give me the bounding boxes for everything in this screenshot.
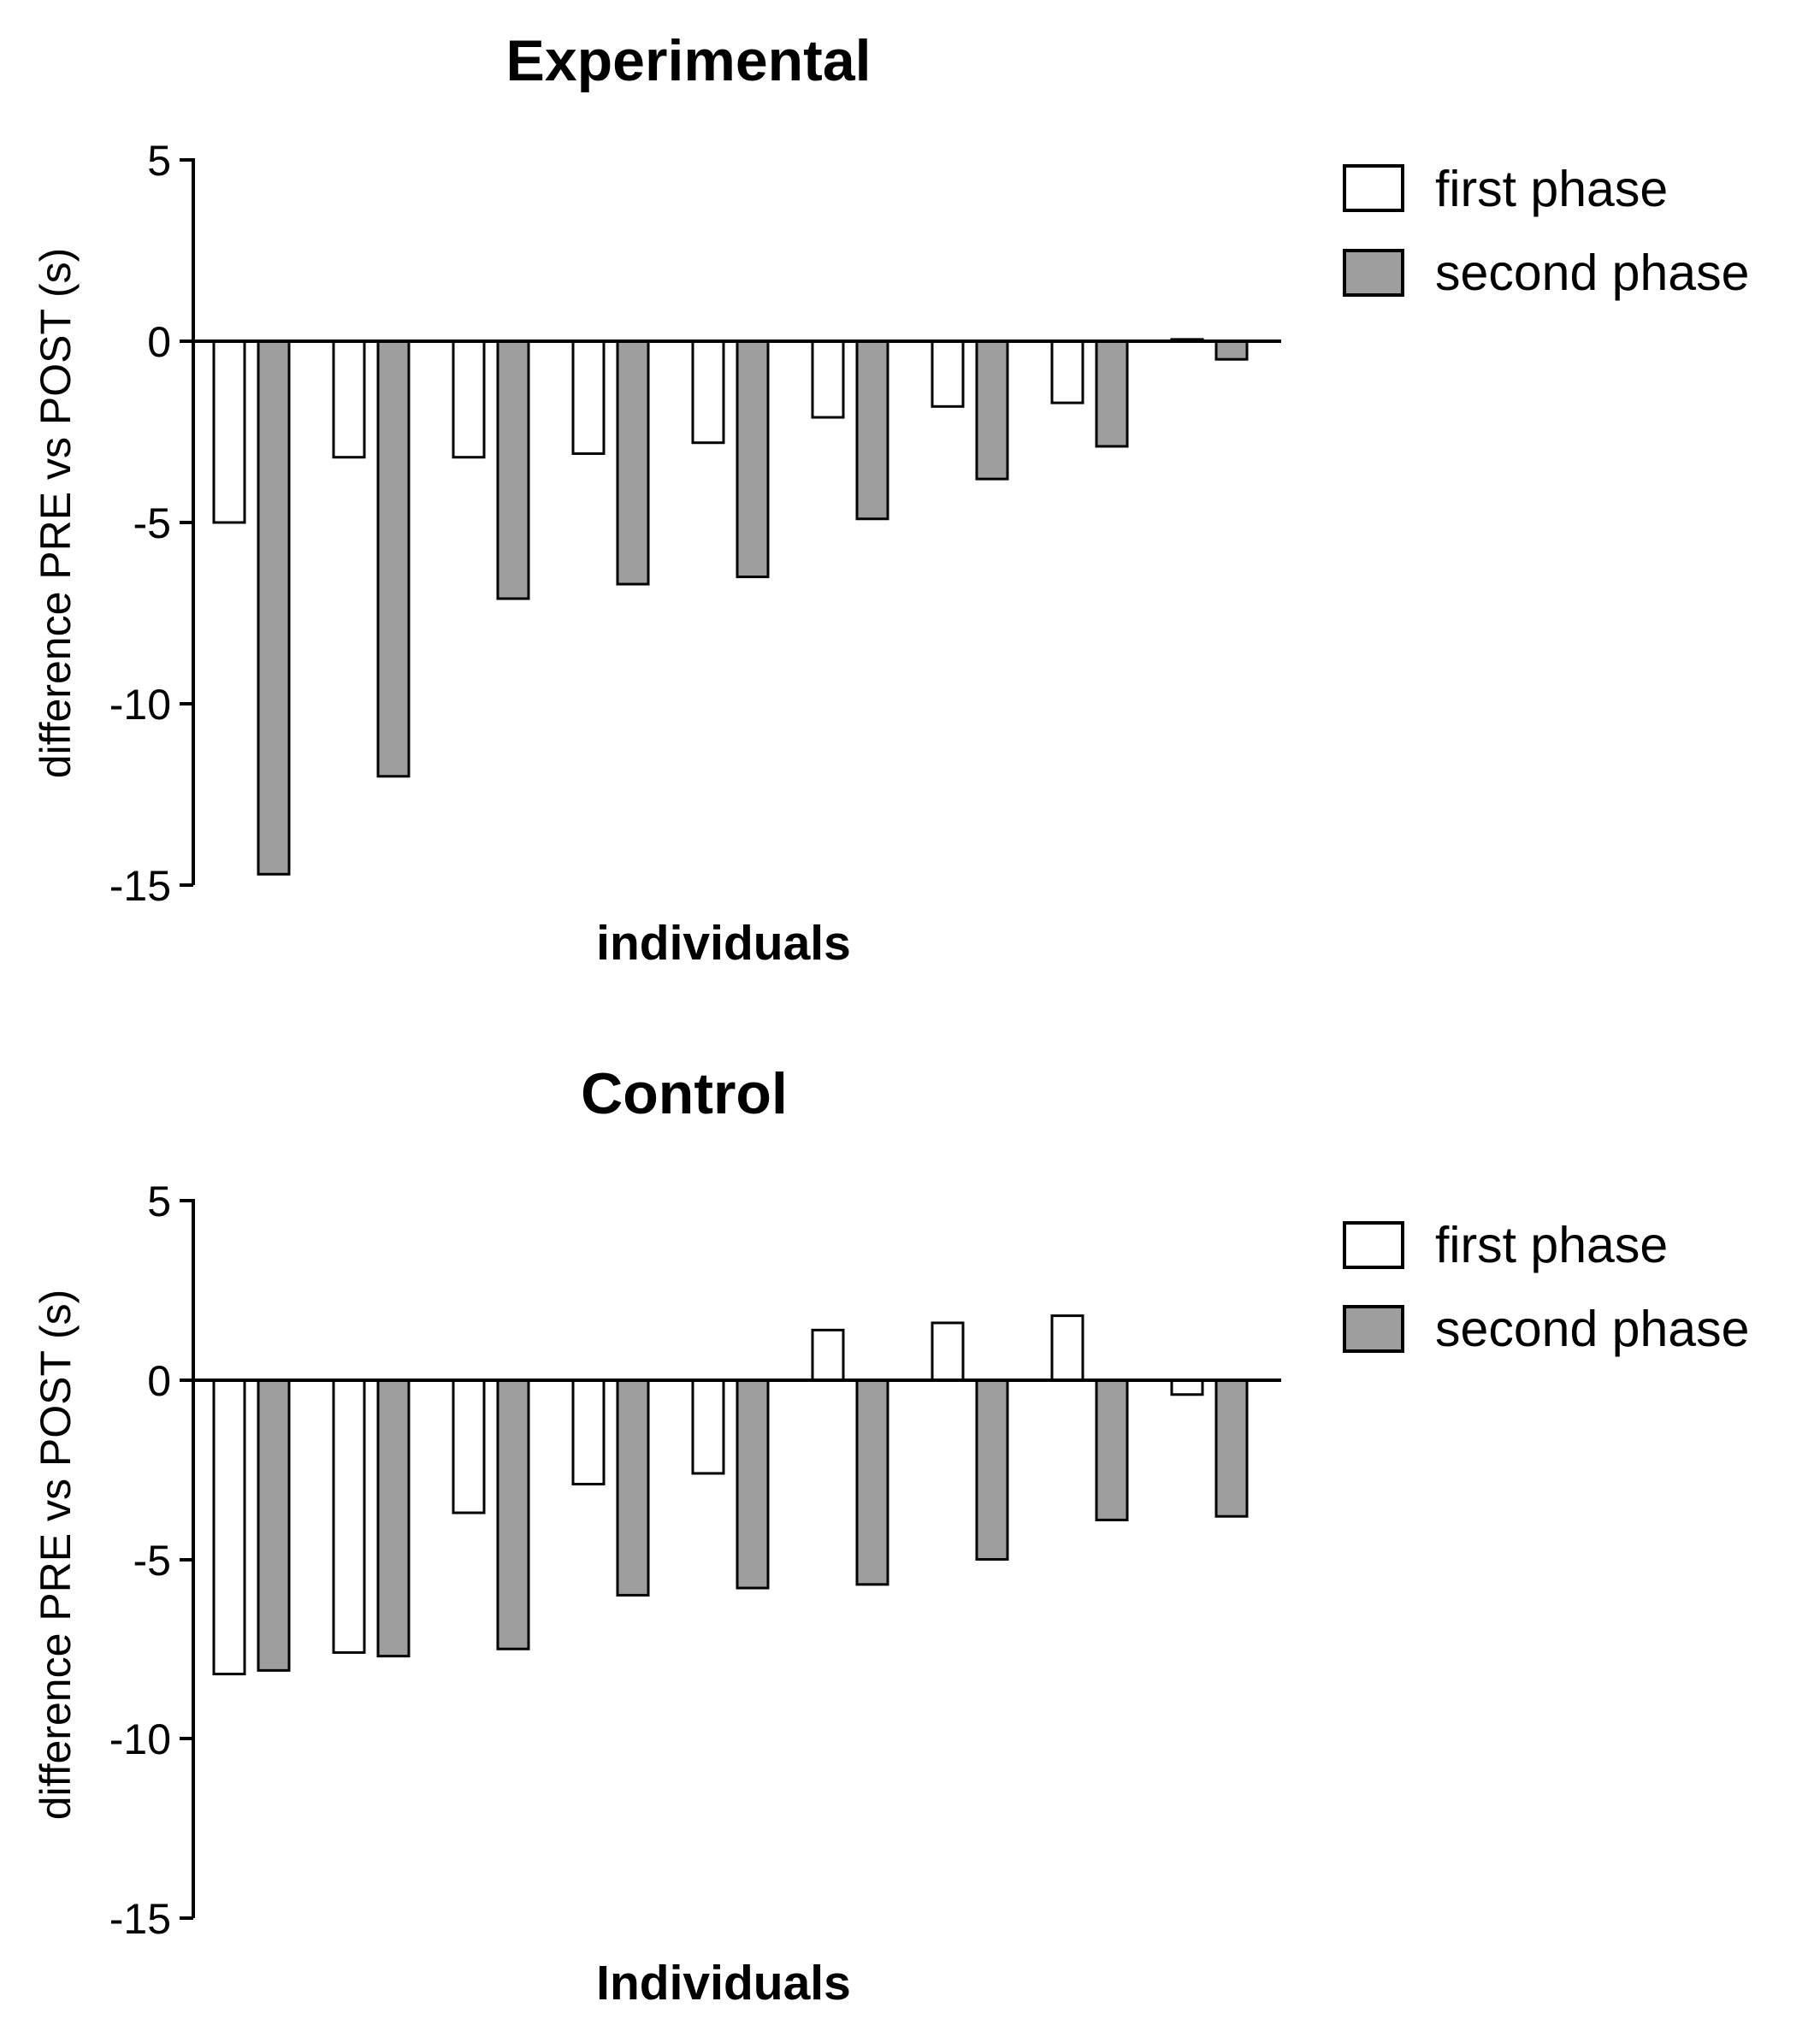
legend: first phase second phase [1343, 161, 1749, 301]
y-tick-label: -5 [133, 1537, 171, 1585]
legend-swatch-first-phase [1343, 1221, 1404, 1269]
legend-label-second-phase: second phase [1435, 1301, 1749, 1357]
bar-exp-first-3 [452, 339, 486, 459]
bar-exp-second-5 [736, 339, 770, 579]
bar-ctrl-first-1 [212, 1379, 246, 1676]
bar-exp-second-1 [257, 339, 291, 876]
bar-exp-second-4 [616, 339, 650, 586]
bar-exp-second-9 [1214, 339, 1249, 361]
y-tick-label: -10 [109, 1715, 171, 1763]
bar-ctrl-first-9 [1170, 1379, 1204, 1396]
chart-control: Control difference PRE vs POST (s) 5 0 -… [32, 1061, 1749, 2010]
bar-exp-first-7 [931, 339, 965, 408]
bar-exp-first-5 [691, 339, 725, 445]
bar-exp-second-3 [496, 339, 530, 600]
bar-ctrl-first-6 [811, 1328, 845, 1382]
bar-ctrl-second-1 [257, 1379, 291, 1672]
y-tick-label: 5 [147, 1178, 171, 1225]
bar-ctrl-second-6 [855, 1379, 889, 1586]
legend-label-second-phase: second phase [1435, 245, 1749, 301]
legend-swatch-second-phase [1343, 1305, 1404, 1353]
y-tick-label: -10 [109, 681, 171, 729]
bar-ctrl-second-4 [616, 1379, 650, 1597]
legend-label-first-phase: first phase [1435, 1217, 1668, 1273]
bar-ctrl-second-9 [1214, 1379, 1249, 1518]
legend-swatch-first-phase [1343, 164, 1404, 212]
y-tick-label: -5 [133, 499, 171, 547]
chart-title: Control [581, 1061, 788, 1126]
bar-exp-first-8 [1050, 339, 1084, 404]
bar-exp-second-7 [975, 339, 1009, 481]
bars [212, 338, 1249, 876]
chart-experimental: Experimental difference PRE vs POST (s) … [32, 28, 1749, 971]
bar-exp-first-4 [571, 339, 606, 455]
y-axis-label: difference PRE vs POST (s) [32, 1290, 80, 1821]
bar-exp-first-6 [811, 339, 845, 419]
y-tick-label: -15 [109, 1895, 171, 1943]
bar-ctrl-second-8 [1095, 1379, 1129, 1521]
chart-title: Experimental [505, 28, 871, 93]
bar-exp-first-1 [212, 339, 246, 524]
y-axis: 5 0 -5 -10 -15 [109, 1178, 195, 1943]
bar-ctrl-second-5 [736, 1379, 770, 1590]
y-tick-label: 0 [147, 1357, 171, 1405]
x-axis-label: Individuals [596, 1956, 851, 2010]
bar-exp-second-6 [855, 339, 889, 521]
bar-ctrl-second-3 [496, 1379, 530, 1650]
bar-ctrl-first-7 [931, 1321, 965, 1382]
y-tick-label: 5 [147, 137, 171, 185]
y-tick-label: 0 [147, 318, 171, 366]
legend-swatch-second-phase [1343, 249, 1404, 297]
bar-ctrl-second-2 [376, 1379, 411, 1658]
bar-ctrl-first-5 [691, 1379, 725, 1475]
bar-exp-first-2 [332, 339, 366, 459]
bar-exp-second-8 [1095, 339, 1129, 448]
bar-ctrl-first-4 [571, 1379, 606, 1486]
bar-ctrl-first-3 [452, 1379, 486, 1514]
x-axis-label: individuals [596, 916, 851, 971]
y-tick-label: -15 [109, 862, 171, 910]
legend-label-first-phase: first phase [1435, 161, 1668, 217]
bar-ctrl-first-8 [1050, 1314, 1084, 1382]
legend: first phase second phase [1343, 1217, 1749, 1357]
bars [212, 1314, 1249, 1676]
bar-exp-second-2 [376, 339, 411, 778]
y-axis: 5 0 -5 -10 -15 [109, 137, 195, 910]
y-axis-label: difference PRE vs POST (s) [32, 248, 80, 779]
bar-ctrl-first-2 [332, 1379, 366, 1654]
bar-ctrl-second-7 [975, 1379, 1009, 1561]
